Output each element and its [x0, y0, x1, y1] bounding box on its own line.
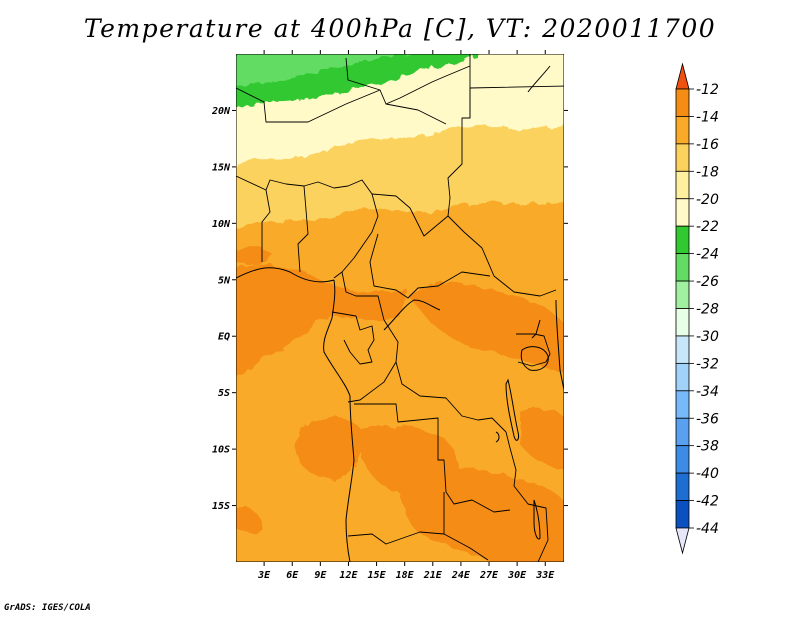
border-segment — [371, 193, 449, 237]
lake-tanganyika — [505, 378, 519, 441]
colorbar-label: -12 — [696, 82, 719, 98]
border-segment — [261, 189, 271, 262]
field-cold-lightgreen — [236, 54, 406, 87]
colorbar-label: -30 — [696, 329, 719, 345]
coastline-gulf-guinea — [323, 279, 355, 562]
colorbar-bottom-arrow — [675, 527, 690, 555]
chart-title: Temperature at 400hPa [C], VT: 202001170… — [83, 14, 717, 43]
lake-malawi — [533, 499, 541, 540]
grads-credit: GrADS: IGES/COLA — [4, 603, 91, 613]
y-tick-label: 15S — [212, 501, 230, 512]
y-tick-label: 5N — [218, 275, 231, 286]
field-warm-zambia — [398, 465, 564, 562]
colorbar-label: -22 — [696, 219, 719, 235]
colorbar-label: -26 — [696, 274, 719, 290]
field-warm-west-africa — [236, 247, 274, 264]
colorbar-segment — [675, 335, 690, 364]
field-warm-east — [520, 408, 564, 470]
colorbar-label: -34 — [696, 384, 719, 400]
x-tick-label: 9E — [314, 570, 327, 581]
y-axis: 20N 15N 10N 5N EQ 5S 10S 15S — [211, 106, 568, 512]
colorbar-segment — [675, 88, 690, 117]
colorbar-segment — [675, 225, 690, 255]
colorbar: -12 -14 -16 -18 -20 -22 -24 -26 -28 -30 -32 -34 -36 -… — [675, 62, 719, 555]
border-segment — [369, 233, 491, 299]
colorbar-segment — [675, 253, 690, 282]
colorbar-segment — [675, 472, 690, 501]
colorbar-segment — [675, 280, 690, 309]
field-warm-angola-coast — [296, 416, 364, 479]
colorbar-segment — [675, 362, 690, 392]
colorbar-segment — [675, 308, 690, 337]
colorbar-segment — [675, 170, 690, 200]
border-segment — [516, 333, 551, 367]
colorbar-label: -20 — [696, 192, 719, 208]
colorbar-top-arrow — [675, 62, 690, 90]
y-tick-label: 15N — [212, 162, 231, 173]
colorbar-label: -24 — [696, 247, 719, 263]
colorbar-segment — [675, 390, 690, 419]
field-warm-southwest — [236, 507, 262, 532]
y-tick-label: 5S — [218, 388, 230, 399]
x-tick-label: 27E — [479, 570, 499, 581]
colorbar-segment — [675, 116, 690, 145]
congo-river — [383, 299, 441, 331]
colorbar-segment — [675, 500, 690, 529]
border-segment — [354, 403, 511, 513]
colorbar-label: -32 — [696, 356, 719, 372]
border-segment — [236, 175, 379, 279]
colorbar-label: -18 — [696, 164, 719, 180]
border-segment — [505, 431, 549, 562]
coastline-west-africa — [236, 267, 335, 283]
border-segment — [443, 492, 489, 561]
colorbar-label: -16 — [696, 137, 719, 153]
y-tick-label: EQ — [218, 332, 230, 343]
colorbar-label: -28 — [696, 302, 719, 318]
border-segment — [395, 361, 507, 433]
colorbar-label: -42 — [696, 494, 719, 510]
border-segment — [347, 319, 399, 403]
lake-victoria — [520, 346, 549, 371]
border-segment — [341, 271, 385, 321]
colorbar-label: -44 — [696, 521, 719, 537]
x-tick-label: 18E — [396, 570, 415, 581]
border-segment — [345, 57, 381, 91]
coastline-east-africa — [555, 299, 564, 391]
x-tick-label: 24E — [451, 570, 471, 581]
coastlines — [236, 65, 564, 562]
x-tick-label: 15E — [368, 570, 387, 581]
country-borders — [236, 54, 564, 562]
coastline-red-sea — [527, 65, 551, 93]
border-segment — [331, 311, 375, 365]
colorbar-label: -14 — [696, 109, 719, 125]
colorbar-segment — [675, 143, 690, 172]
lake-mweru — [495, 431, 500, 443]
colorbar-label: -40 — [696, 466, 719, 482]
border-segment — [385, 103, 447, 125]
temperature-field — [236, 54, 564, 562]
colorbar-segment — [675, 417, 690, 447]
colorbar-label: -38 — [696, 439, 719, 455]
colorbar-label: -36 — [696, 411, 719, 427]
y-tick-label: 10N — [212, 219, 231, 230]
x-axis: 3E 6E 9E 12E 15E 18E 21E 24E 27E 30E 33E — [257, 50, 555, 581]
x-tick-label: 6E — [286, 570, 299, 581]
x-tick-label: 30E — [507, 570, 527, 581]
border-segment — [347, 531, 445, 545]
x-tick-label: 33E — [535, 570, 555, 581]
x-tick-label: 3E — [257, 570, 271, 581]
colorbar-segment — [675, 445, 690, 474]
y-tick-label: 20N — [211, 106, 231, 117]
field-warm-gulf-guinea — [236, 264, 406, 375]
border-segment — [297, 185, 309, 273]
x-tick-label: 21E — [423, 570, 443, 581]
lake-albert — [531, 319, 541, 339]
colorbar-segment — [675, 198, 690, 227]
border-segment — [469, 85, 564, 118]
x-tick-label: 12E — [339, 570, 358, 581]
y-tick-label: 10S — [212, 445, 230, 456]
field-warm-central-africa — [408, 283, 564, 372]
